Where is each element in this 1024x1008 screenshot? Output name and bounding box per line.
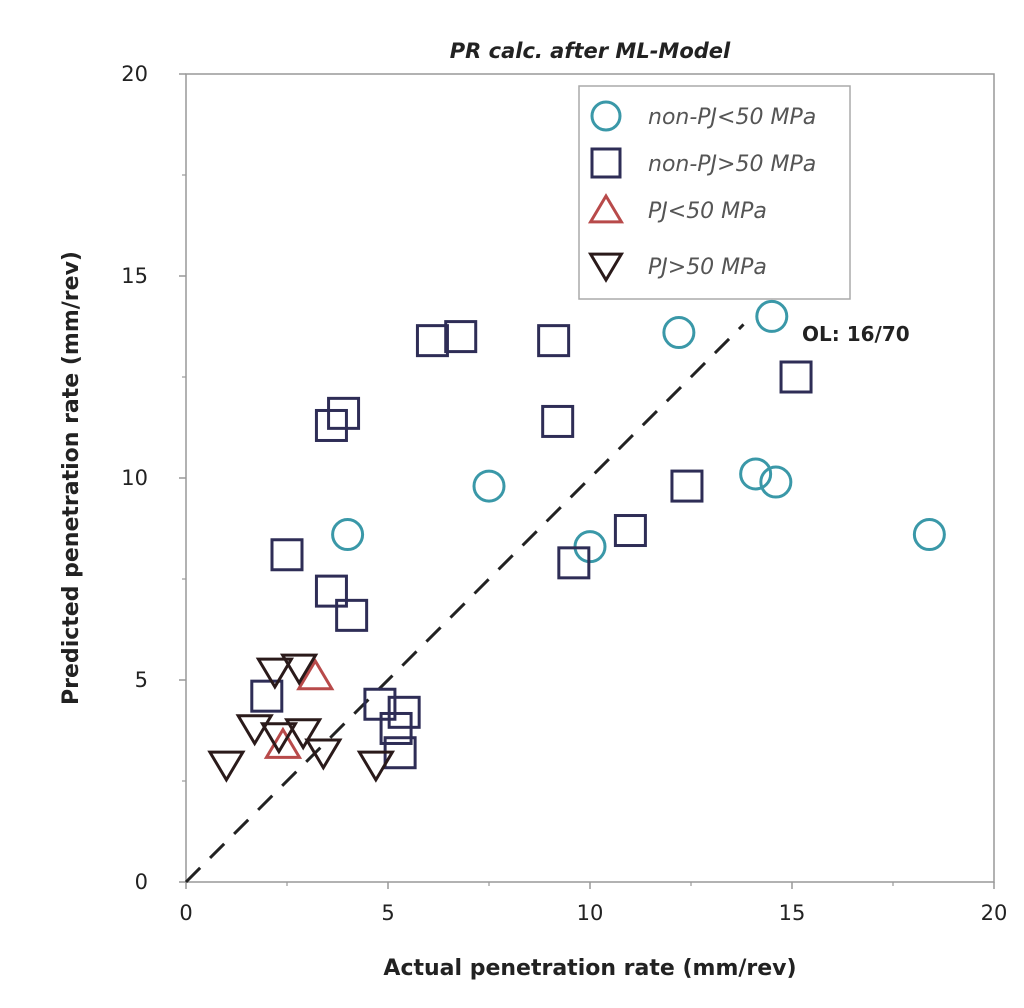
data-points [207,299,946,783]
legend-marker-circle [590,100,622,132]
data-point-circle [912,518,946,552]
data-point-triangle-down [235,714,274,747]
y-tick-label: 15 [121,264,148,288]
data-point-triangle-down [207,750,246,783]
reference-line [184,323,745,884]
y-tick-label: 5 [135,668,148,692]
data-point-square [314,574,348,608]
data-point-triangle-up [296,658,335,691]
legend: non-PJ<50 MPa non-PJ>50 MPa PJ<50 MPa PJ>50… [578,85,851,300]
data-point-triangle-down [259,722,299,755]
data-point-square [270,538,304,572]
outlier-annotation: OL: 16/70 [802,322,910,346]
y-tick-label: 10 [121,466,148,490]
x-tick-label: 10 [577,901,604,925]
data-point-circle [472,469,506,503]
data-point-triangle-down [279,653,319,686]
x-tick-label: 20 [981,901,1008,925]
data-point-circle [662,316,696,350]
data-point-square [670,469,704,503]
data-point-triangle-down [284,718,323,751]
data-point-circle [755,299,789,333]
x-tick-label: 15 [779,901,806,925]
data-point-circle [739,457,773,491]
x-tick-label: 0 [179,901,192,925]
data-point-circle [759,465,793,499]
y-tick-label: 0 [135,870,148,894]
data-point-square [415,324,449,358]
data-point-square [537,324,571,358]
chart-title: PR calc. after ML-Model [450,39,731,63]
legend-label: non-PJ>50 MPa [648,152,816,177]
data-point-square [613,514,647,548]
y-axis-title: Predicted penetration rate (mm/rev) [59,251,84,705]
legend-marker-triangle-down [587,252,625,283]
data-point-square [387,695,421,729]
data-point-square [327,396,361,430]
data-point-circle [331,518,365,552]
legend-label: PJ<50 MPa [648,199,767,224]
data-point-square [335,598,369,632]
legend-marker-square [590,147,622,179]
data-point-triangle-down [304,738,343,771]
plot-axes: 0 5 10 15 20 0 5 10 15 20 [121,62,1007,925]
x-tick-label: 5 [381,901,394,925]
legend-label: non-PJ<50 MPa [648,105,816,130]
data-point-triangle-down [356,750,396,783]
data-point-square [557,546,591,580]
data-point-square [314,408,348,442]
legend-box [578,85,851,300]
data-point-square [779,360,813,394]
legend-marker-triangle-up [587,193,625,224]
data-point-triangle-down [255,657,295,690]
legend-label: PJ>50 MPa [648,255,767,280]
data-point-square [444,320,478,354]
dashed-reference-line [184,323,745,884]
data-point-square [250,679,284,713]
x-axis-title: Actual penetration rate (mm/rev) [383,956,796,981]
y-tick-label: 20 [121,62,148,86]
data-point-square [541,404,575,438]
